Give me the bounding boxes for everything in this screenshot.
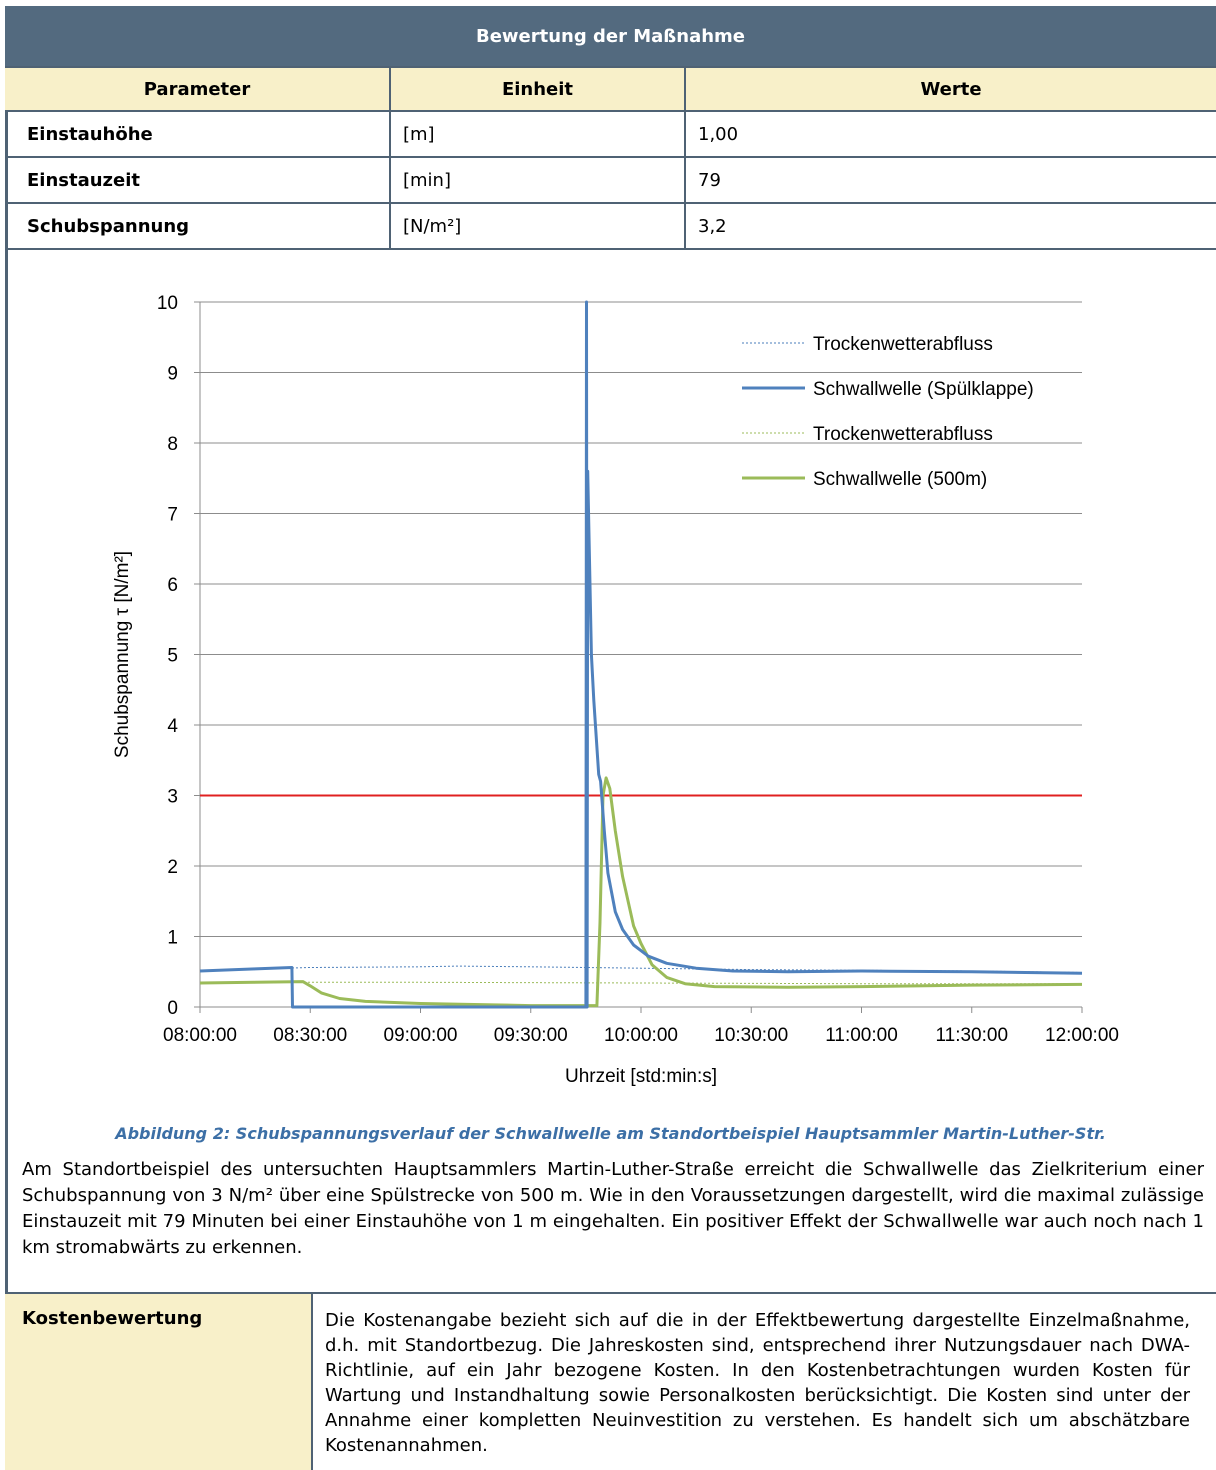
table-row: Schubspannung [N/m²] 3,2: [5, 204, 1216, 250]
y-tick-label: 7: [167, 505, 178, 526]
y-tick-label: 0: [167, 998, 178, 1019]
header-parameter: Parameter: [5, 68, 391, 110]
row-unit: [N/m²]: [391, 204, 686, 248]
shear-stress-chart: 0 1 2 3 4 5 6 7 8 9 10 08:00:00 08:30:00 09:00:00 09:3…: [112, 293, 1119, 1087]
row-value: 1,00: [698, 123, 739, 145]
y-tick-label: 5: [167, 646, 178, 667]
y-tick-label: 3: [167, 787, 178, 808]
table-title: Bewertung der Maßnahme: [5, 6, 1216, 66]
y-tick-label: 4: [167, 716, 178, 737]
legend-label: Trockenwetterabfluss: [813, 424, 993, 445]
table-row: Einstauzeit [min] 79: [5, 158, 1216, 204]
y-tick-label: 10: [157, 293, 178, 314]
header-values: Werte: [920, 78, 982, 100]
y-tick-label: 2: [167, 857, 178, 878]
cost-section: Kostenbewertung Die Kostenangabe bezieht…: [5, 1292, 1216, 1470]
x-tick-label: 08:00:00: [163, 1025, 237, 1046]
y-axis-label: Schubspannung τ [N/m²]: [112, 551, 133, 758]
row-parameter: Schubspannung: [5, 204, 391, 248]
row-value: 79: [698, 169, 721, 191]
x-tick-label: 10:00:00: [604, 1025, 678, 1046]
table-row: Einstauhöhe [m] 1,00: [5, 112, 1216, 158]
table-header-row: Parameter Einheit Werte: [5, 66, 1216, 112]
legend-label: Trockenwetterabfluss: [813, 334, 993, 355]
legend-label: Schwallwelle (Spülklappe): [813, 379, 1034, 400]
cost-label: Kostenbewertung: [5, 1294, 313, 1470]
series-line: [199, 300, 1083, 1009]
row-unit: [m]: [391, 112, 686, 156]
y-tick-label: 8: [167, 434, 178, 455]
x-tick-label: 08:30:00: [273, 1025, 347, 1046]
x-tick-label: 12:00:00: [1045, 1025, 1119, 1046]
row-parameter: Einstauhöhe: [5, 112, 391, 156]
x-tick-label: 09:30:00: [494, 1025, 568, 1046]
row-parameter: Einstauzeit: [5, 158, 391, 202]
x-axis-label: Uhrzeit [std:min:s]: [565, 1066, 717, 1087]
x-tick-label: 11:00:00: [825, 1025, 898, 1046]
left-border: [5, 6, 8, 1470]
x-tick-label: 11:30:00: [935, 1025, 1008, 1046]
legend-label: Schwallwelle (500m): [813, 469, 987, 490]
body-paragraph: Am Standortbeispiel des untersuchten Hau…: [22, 1159, 1204, 1258]
x-tick-label: 10:30:00: [714, 1025, 788, 1046]
series-line: [200, 981, 1082, 985]
row-unit: [min]: [391, 158, 686, 202]
header-unit: Einheit: [391, 68, 686, 110]
series-line: [199, 776, 1083, 1008]
x-tick-label: 09:00:00: [384, 1025, 458, 1046]
y-tick-label: 1: [167, 928, 178, 949]
y-tick-label: 9: [167, 364, 178, 385]
cost-text: Die Kostenangabe bezieht sich auf die in…: [325, 1310, 1190, 1456]
figure-caption: Abbildung 2: Schubspannungsverlauf der S…: [115, 1124, 1106, 1143]
y-tick-label: 6: [167, 575, 178, 596]
row-value: 3,2: [698, 215, 727, 237]
